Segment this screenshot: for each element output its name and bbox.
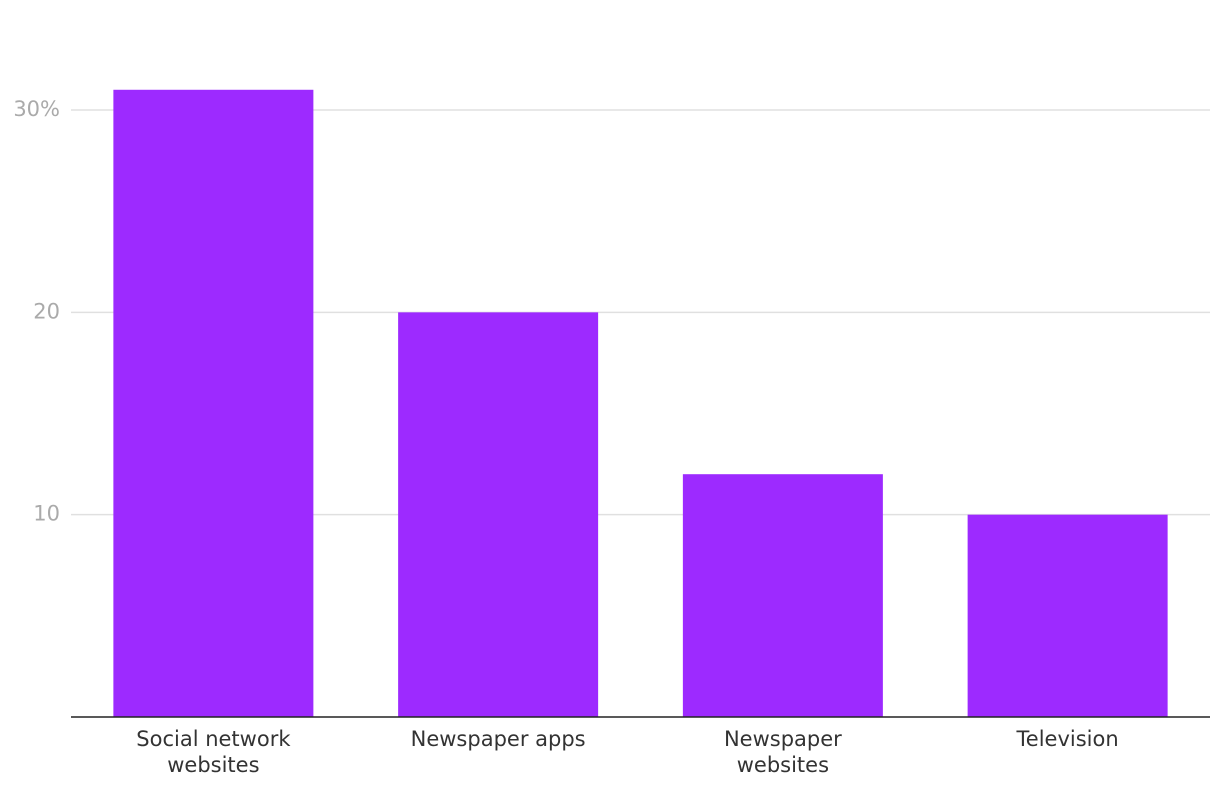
x-tick-label: Television bbox=[1016, 727, 1119, 751]
x-tick-label: Newspaper websites bbox=[723, 727, 842, 777]
bar bbox=[113, 89, 314, 718]
bar bbox=[682, 474, 883, 717]
bar bbox=[398, 312, 599, 717]
x-tick-label: Social network websites bbox=[136, 727, 291, 777]
x-tick-label: Newspaper apps bbox=[410, 727, 586, 751]
y-tick-label: 20 bbox=[33, 299, 60, 323]
y-tick-label: 10 bbox=[33, 502, 60, 526]
bar bbox=[967, 514, 1168, 717]
y-tick-label: 30% bbox=[13, 97, 60, 121]
